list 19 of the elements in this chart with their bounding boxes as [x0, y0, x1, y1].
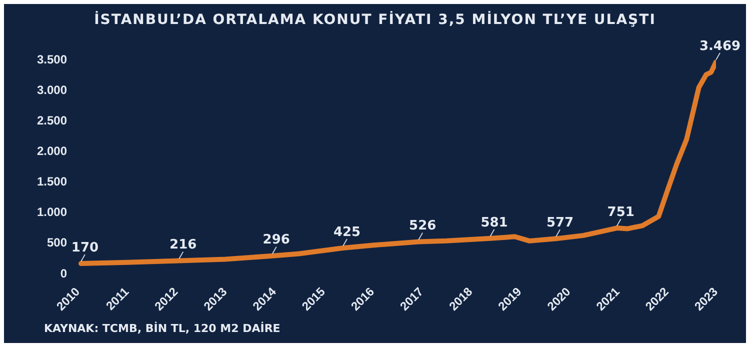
- data-label: 296: [262, 232, 290, 248]
- data-label: 216: [170, 238, 197, 253]
- text: KAYNAK: TCMB, BİN TL, 120 M2 DAİRE: [44, 322, 280, 335]
- y-tick-label: 1.500: [37, 174, 68, 189]
- data-label: 526: [409, 218, 436, 234]
- chart-title: İSTANBUL’DA ORTALAMA KONUT FİYATI 3,5 MİLYON TL’YE ULAŞTI: [93, 12, 657, 28]
- y-tick-label: 3.000: [37, 82, 68, 97]
- data-label: 425: [333, 224, 361, 240]
- data-label: 581: [480, 215, 508, 230]
- y-tick-label: 1.000: [37, 205, 68, 220]
- y-tick-label: 500: [47, 236, 68, 250]
- data-label: 751: [607, 204, 634, 220]
- y-tick-label: 0: [60, 266, 68, 280]
- data-label: 3.469: [699, 38, 741, 54]
- data-label: 170: [71, 240, 99, 256]
- y-tick-label: 3.500: [37, 52, 68, 66]
- y-tick-label: 2.000: [37, 144, 68, 158]
- data-label: 577: [546, 216, 574, 231]
- y-tick-label: 2.500: [37, 113, 68, 128]
